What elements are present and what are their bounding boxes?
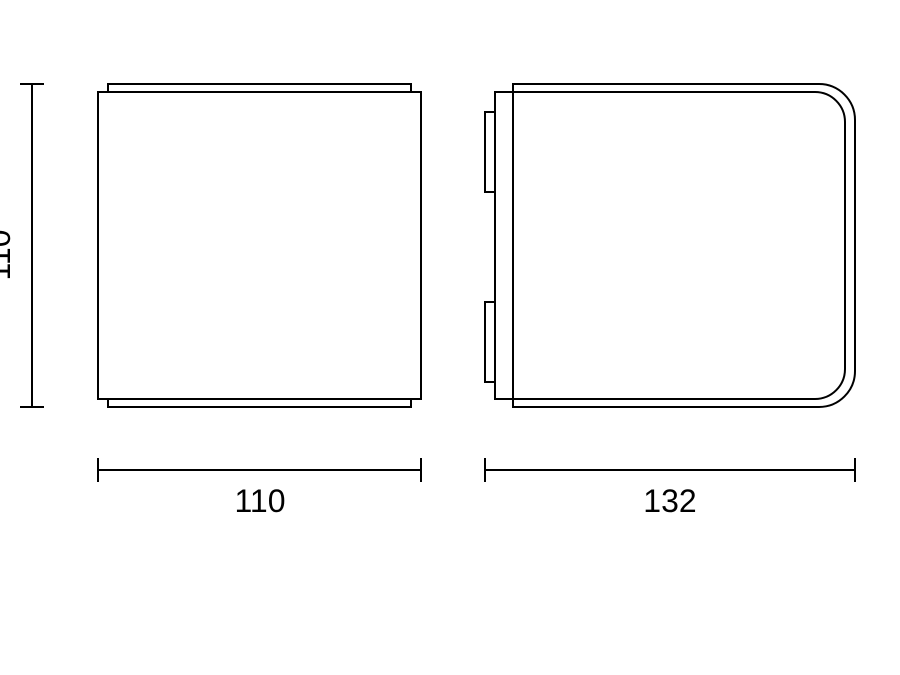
dimension-height (20, 84, 44, 407)
technical-drawing: 110 110 132 (0, 0, 900, 675)
front-bottom-lip (108, 399, 411, 407)
dimension-side-width (485, 458, 855, 482)
side-mount-bottom (485, 302, 495, 382)
dimension-height-label: 110 (0, 229, 17, 280)
side-view (485, 84, 855, 407)
dimension-side-width-label: 132 (643, 483, 696, 519)
side-mount-top (485, 112, 495, 192)
side-back-plate (495, 92, 513, 399)
front-top-lip (108, 84, 411, 92)
front-body (98, 92, 421, 399)
dimension-front-width (98, 458, 421, 482)
dimension-front-width-label: 110 (234, 483, 285, 519)
side-body-inner (513, 92, 845, 399)
side-body (513, 84, 855, 407)
front-view (98, 84, 421, 407)
